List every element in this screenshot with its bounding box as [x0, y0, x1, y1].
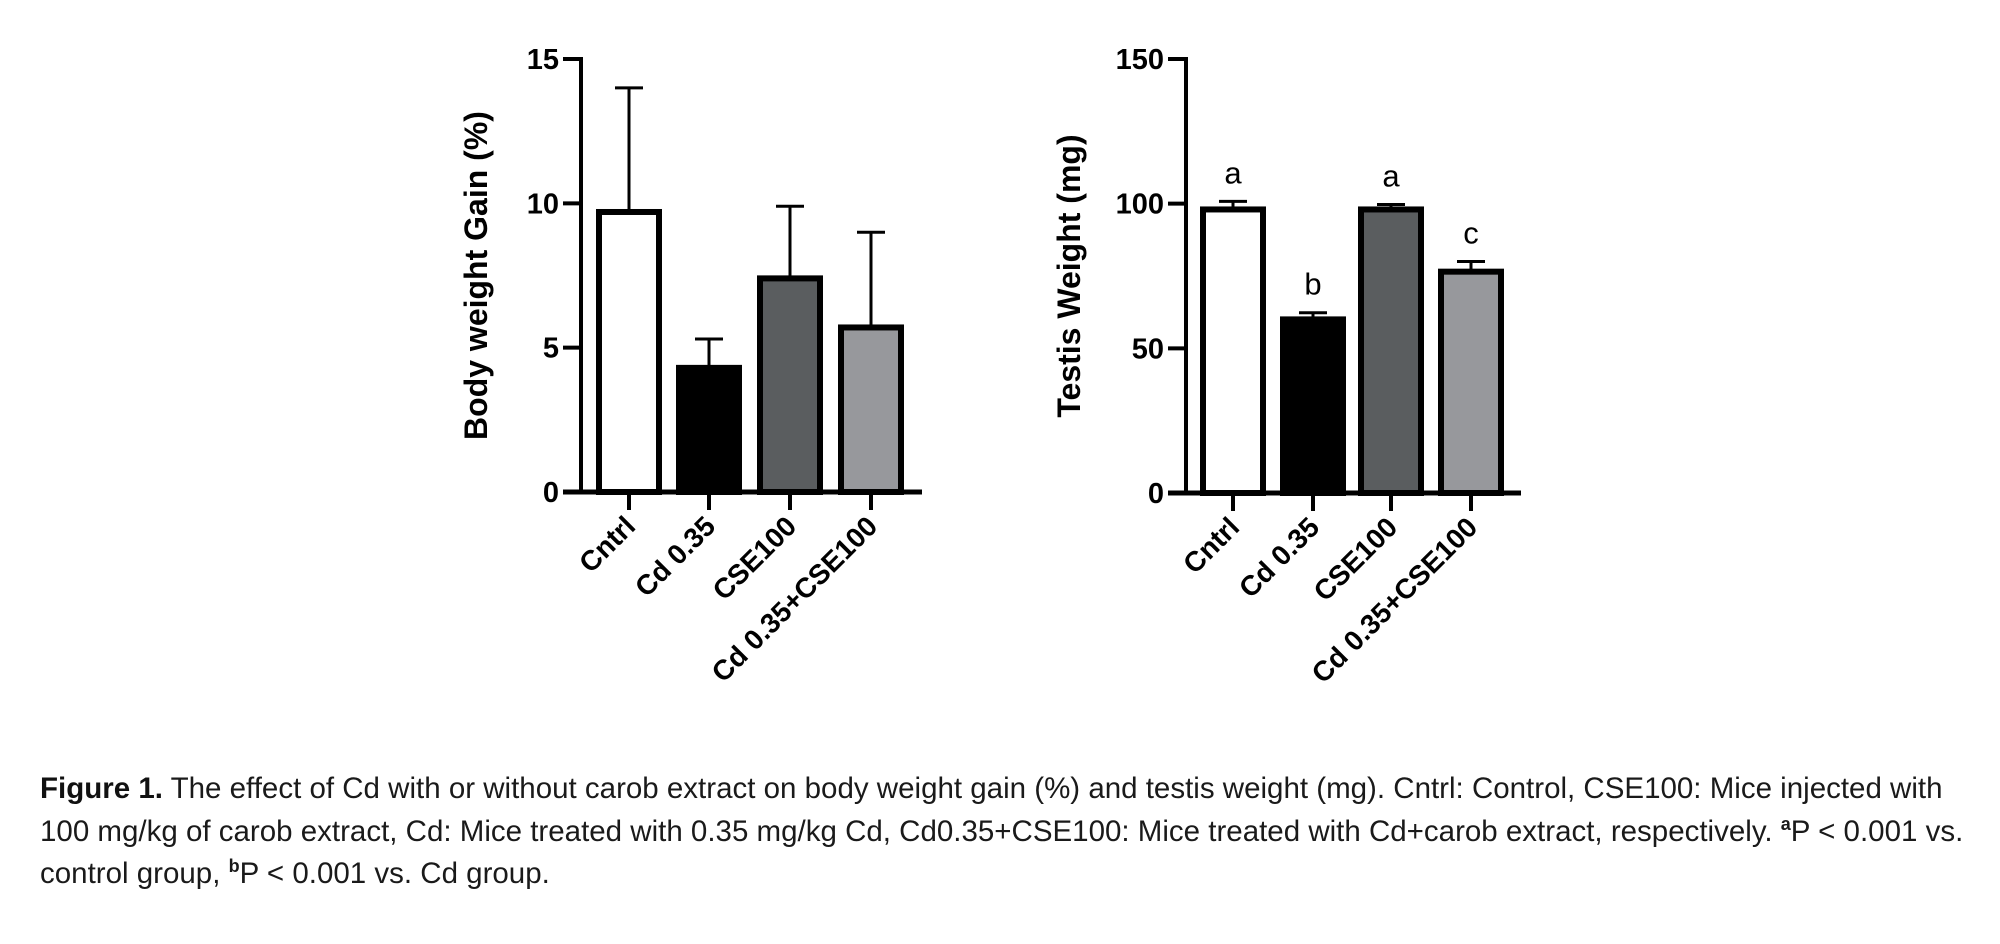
y-tick-label: 50 — [1132, 333, 1164, 365]
y-tick-label: 10 — [527, 188, 559, 220]
significance-label: c — [1463, 216, 1479, 251]
bar-cd-0-35-cse100 — [838, 324, 904, 495]
y-tick-label: 0 — [543, 477, 559, 509]
bar-cd-0-35-cse100 — [1438, 268, 1504, 496]
significance-label: a — [1224, 155, 1242, 190]
figure-label: Figure 1. — [40, 772, 163, 805]
footnote-a-mark: a — [1780, 813, 1791, 834]
bar-cse100 — [757, 275, 823, 495]
caption-text: The effect of Cd with or without carob e… — [40, 772, 1943, 848]
y-tick-label: 150 — [1116, 44, 1164, 76]
bar-cse100 — [1358, 206, 1424, 496]
y-axis-label: Body weight Gain (%) — [458, 111, 494, 440]
y-tick-label: 100 — [1116, 189, 1164, 221]
y-axis-label: Testis Weight (mg) — [1051, 134, 1087, 417]
significance-label: b — [1304, 267, 1321, 302]
significance-label: a — [1382, 159, 1400, 194]
bar-cd-0-35 — [676, 364, 742, 495]
bar-cntrl — [596, 208, 662, 495]
x-tick-label: Cd 0.35 — [629, 510, 721, 602]
x-tick-label: Cntrl — [573, 510, 641, 578]
bar-cd-0-35 — [1280, 316, 1346, 496]
y-tick-label: 15 — [527, 44, 559, 76]
x-tick-label: Cntrl — [1177, 511, 1245, 579]
figure-caption: Figure 1. The effect of Cd with or witho… — [40, 768, 1990, 896]
footnote-b-mark: b — [228, 856, 240, 876]
footnote-b-text: P < 0.001 vs. Cd group. — [239, 857, 550, 890]
footnote-a-text: P < 0.001 vs. control group, — [40, 814, 1964, 891]
y-tick-label: 5 — [543, 333, 559, 365]
y-tick-label: 0 — [1148, 478, 1164, 510]
bar-cntrl — [1200, 206, 1266, 496]
